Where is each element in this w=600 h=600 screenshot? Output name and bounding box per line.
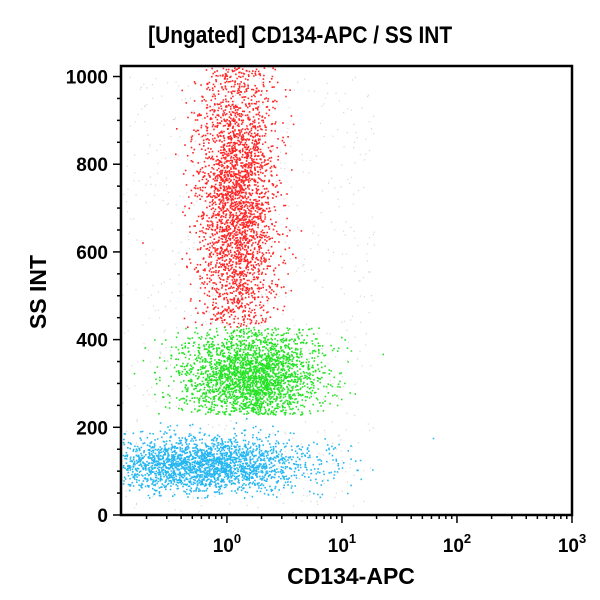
y-tick-label: 0 [97, 506, 108, 527]
y-tick-label: 200 [76, 418, 108, 439]
x-tick-label: 102 [443, 531, 471, 557]
x-axis-label: CD134-APC [287, 563, 415, 589]
population-2 [133, 326, 384, 416]
y-tick-label: 1000 [66, 68, 108, 89]
data-points [121, 67, 435, 516]
y-axis: 0 200 400 600 800 1000 [66, 68, 121, 527]
x-tick-label: 103 [558, 531, 586, 557]
population-1 [142, 67, 303, 328]
plot-frame [119, 64, 574, 517]
y-tick-label: 800 [76, 155, 108, 176]
y-axis-label: SS INT [25, 255, 51, 329]
y-tick-label: 600 [76, 243, 108, 264]
x-tick-label: 101 [328, 531, 356, 557]
chart-title: [Ungated] CD134-APC / SS INT [148, 22, 453, 49]
x-axis: 100 101 102 103 [145, 515, 586, 557]
x-tick-label: 100 [213, 531, 241, 557]
population-3 [122, 417, 435, 499]
y-tick-label: 400 [76, 331, 108, 352]
